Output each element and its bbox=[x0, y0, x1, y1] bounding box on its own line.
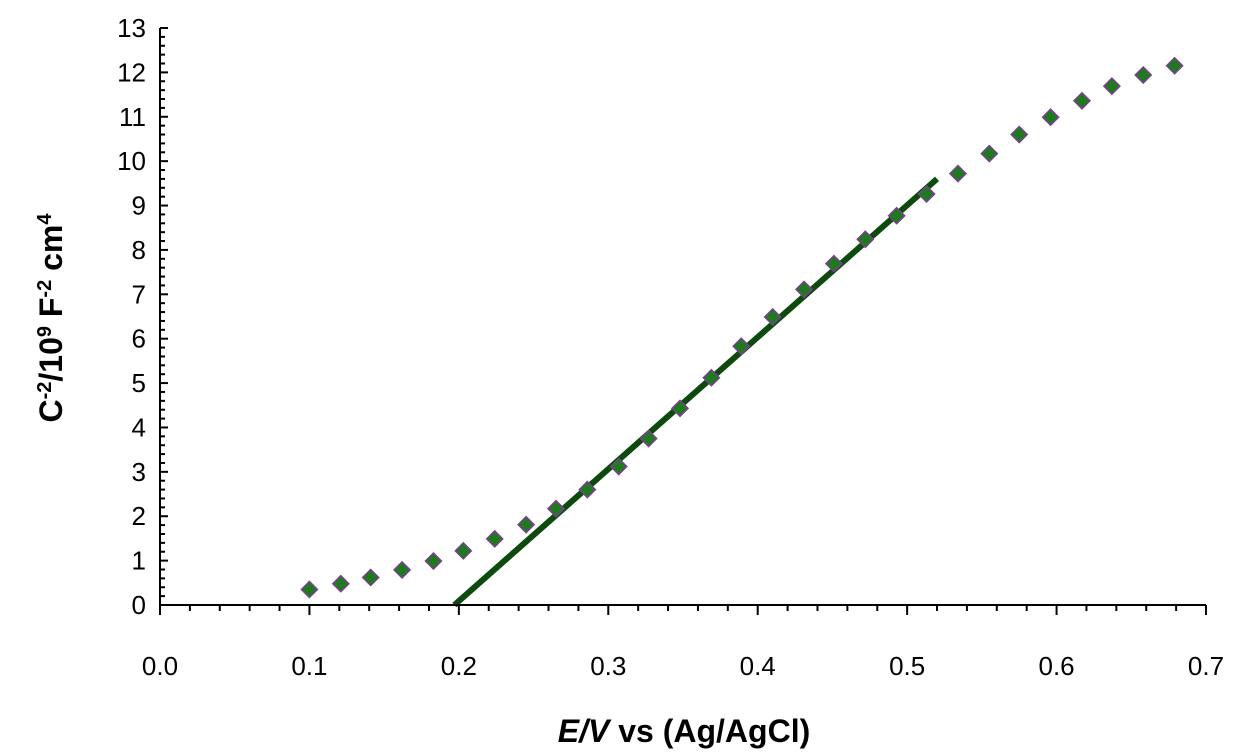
data-point bbox=[702, 368, 721, 387]
data-point bbox=[1072, 91, 1092, 110]
x-tick-label: 0.2 bbox=[441, 651, 477, 681]
data-point bbox=[1010, 125, 1029, 144]
data-point bbox=[1041, 108, 1060, 127]
y-tick-label: 1 bbox=[132, 546, 146, 576]
data-point bbox=[763, 307, 782, 327]
data-point bbox=[670, 399, 690, 418]
data-point bbox=[639, 429, 658, 448]
y-tick-label: 5 bbox=[132, 368, 146, 398]
y-tick-label: 11 bbox=[119, 102, 146, 132]
y-tick-label: 0 bbox=[132, 590, 146, 620]
data-point bbox=[424, 551, 443, 571]
data-point bbox=[824, 254, 843, 273]
data-point bbox=[361, 568, 380, 587]
data-point bbox=[517, 515, 536, 534]
data-point bbox=[609, 457, 628, 476]
y-tick-label: 2 bbox=[132, 501, 146, 531]
y-tick-label: 9 bbox=[132, 191, 146, 221]
fit-line bbox=[452, 176, 940, 608]
data-point bbox=[300, 580, 319, 599]
y-tick-label: 3 bbox=[132, 457, 146, 487]
y-tick-label: 10 bbox=[117, 146, 146, 176]
plot-area bbox=[300, 56, 1184, 608]
y-tick-label: 13 bbox=[117, 13, 146, 43]
y-tick-label: 7 bbox=[132, 279, 146, 309]
y-tick-label: 6 bbox=[132, 324, 146, 354]
data-point bbox=[331, 574, 350, 593]
data-point bbox=[578, 480, 597, 499]
y-tick-label: 12 bbox=[117, 57, 146, 87]
data-point bbox=[917, 184, 936, 204]
data-point bbox=[794, 280, 814, 299]
x-tick-label: 0.0 bbox=[142, 651, 178, 681]
data-point bbox=[856, 230, 875, 249]
x-tick-label: 0.1 bbox=[291, 651, 327, 681]
data-point bbox=[393, 560, 412, 579]
y-axis-title: C-2/109 F-2 cm4 bbox=[33, 213, 69, 423]
data-point bbox=[485, 529, 504, 548]
data-point bbox=[887, 206, 906, 225]
data-point bbox=[1134, 65, 1153, 85]
data-point bbox=[948, 164, 968, 183]
x-tick-label: 0.6 bbox=[1038, 651, 1074, 681]
x-tick-label: 0.5 bbox=[889, 651, 925, 681]
data-point bbox=[1165, 56, 1184, 75]
x-tick-label: 0.4 bbox=[740, 651, 776, 681]
data-point bbox=[1102, 77, 1121, 96]
y-tick-label: 4 bbox=[132, 412, 146, 442]
data-point bbox=[546, 499, 566, 518]
x-tick-label: 0.7 bbox=[1188, 651, 1224, 681]
x-axis-title: E/V vs (Ag/AgCl) bbox=[558, 713, 810, 749]
data-point bbox=[732, 337, 751, 356]
x-axis: 0.0 0.1 0.2 0.3 0.4 0.5 0.6 0.7 bbox=[142, 604, 1224, 681]
data-point bbox=[980, 144, 999, 163]
data-point bbox=[454, 541, 473, 560]
x-tick-label: 0.3 bbox=[590, 651, 626, 681]
y-tick-label: 8 bbox=[132, 235, 146, 265]
